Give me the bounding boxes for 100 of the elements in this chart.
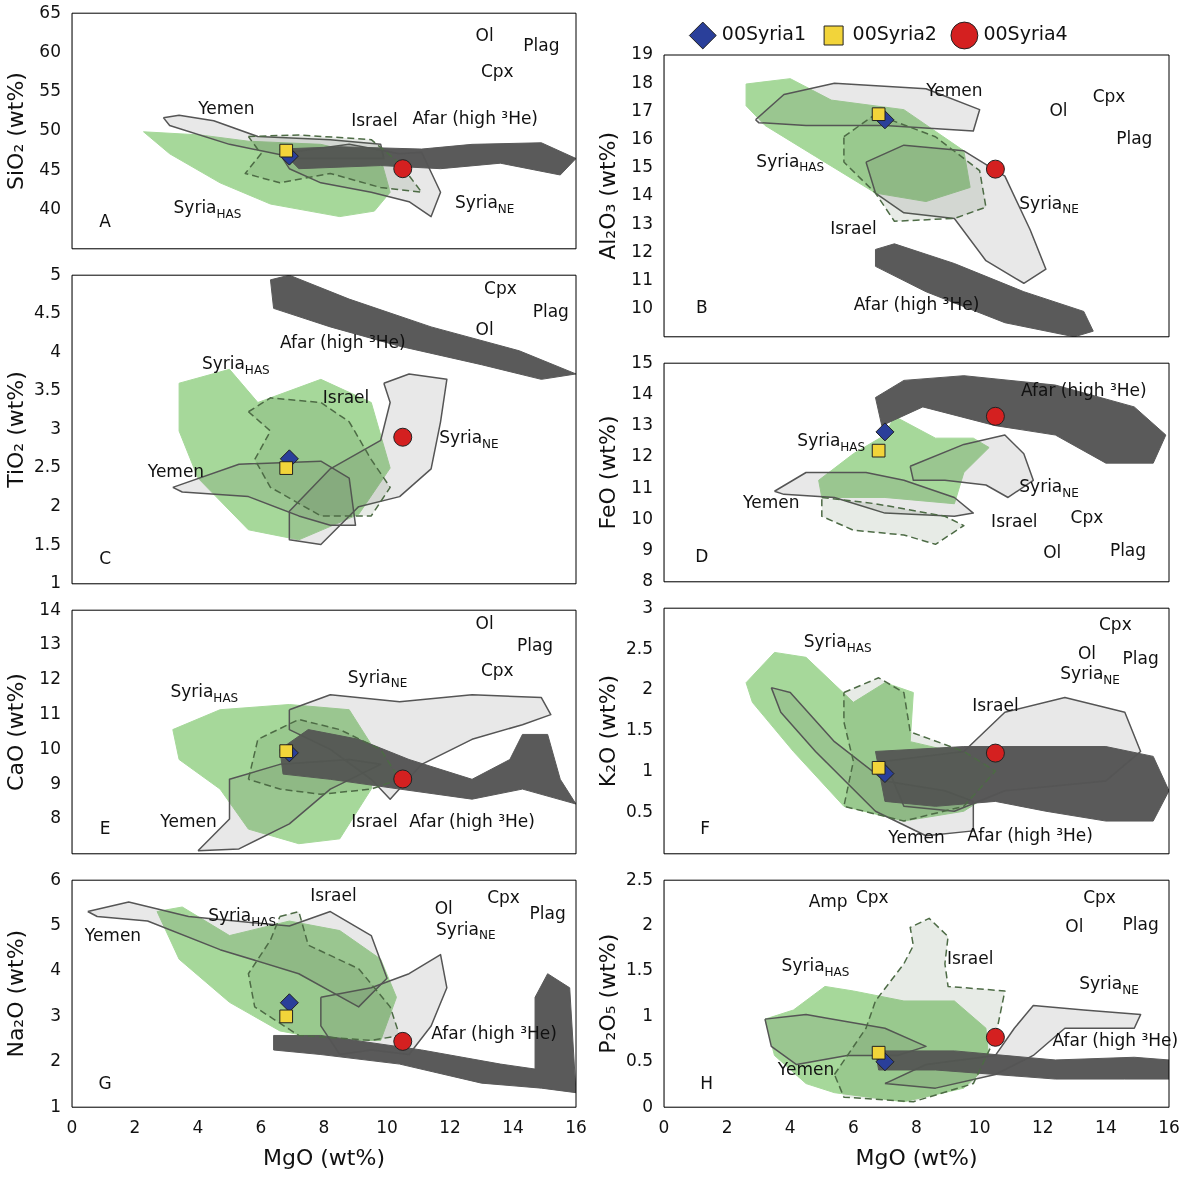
point <box>279 461 294 475</box>
y-tick-label: 55 <box>39 80 61 101</box>
annotation: Cpx <box>487 886 520 907</box>
annotation: Cpx <box>855 886 889 907</box>
annotation: Cpx <box>1083 886 1116 907</box>
annotation: Plag <box>532 300 569 321</box>
y-tick-label: 0.5 <box>625 1050 653 1071</box>
annotation: Yemen <box>776 1059 835 1080</box>
annotation: Ol <box>1049 99 1068 120</box>
x-tick-label: 12 <box>439 1116 461 1137</box>
x-tick-label: 0 <box>658 1116 670 1137</box>
x-tick-label: 16 <box>565 1116 587 1137</box>
y-tick-label: 10 <box>631 507 653 528</box>
annotation: Afar (high ³He) <box>409 810 535 831</box>
y-tick-label: 1 <box>50 572 61 593</box>
point <box>279 1009 294 1024</box>
y-tick-label: 2.5 <box>625 637 653 658</box>
x-tick-label: 10 <box>376 1116 398 1137</box>
y-tick-label: 65 <box>39 1 61 22</box>
x-tick-label: 4 <box>784 1116 796 1137</box>
point <box>985 743 1005 763</box>
legend-label: 00Syria4 <box>983 22 1068 45</box>
point <box>875 422 895 442</box>
y-tick-label: 5 <box>50 263 61 284</box>
y-axis-title: SiO₂ (wt%) <box>2 72 28 190</box>
annotation: Ol <box>475 25 494 46</box>
y-axis-title: FeO (wt%) <box>594 415 620 530</box>
annotation: Israel <box>351 810 398 831</box>
x-tick-label: 8 <box>911 1116 922 1137</box>
point <box>279 143 294 158</box>
y-tick-label: 4 <box>50 959 61 980</box>
y-tick-label: 40 <box>39 197 61 218</box>
y-tick-label: 1.5 <box>33 533 61 554</box>
point <box>393 1031 413 1051</box>
y-tick-label: 0.5 <box>625 801 653 822</box>
point <box>393 427 413 447</box>
x-tick-label: 6 <box>847 1116 859 1137</box>
annotation: Afar (high ³He) <box>412 107 539 128</box>
x-tick-label: 10 <box>968 1116 991 1137</box>
y-tick-label: 1 <box>642 760 653 781</box>
point <box>279 744 294 758</box>
annotation: E <box>99 817 111 838</box>
y-tick-label: 18 <box>631 71 653 92</box>
y-tick-label: 19 <box>631 43 653 64</box>
point <box>393 769 413 789</box>
point <box>985 159 1005 179</box>
x-tick-label: 6 <box>255 1116 267 1137</box>
y-axis-title: K₂O (wt%) <box>594 674 620 788</box>
annotation: Ol <box>475 613 494 634</box>
point <box>871 760 886 775</box>
y-tick-label: 3 <box>50 1004 61 1025</box>
annotation: Plag <box>516 635 554 656</box>
x-tick-label: 2 <box>129 1116 141 1137</box>
annotation: Plag <box>1122 914 1159 935</box>
annotation: Plag <box>1122 648 1159 669</box>
x-tick-label: 16 <box>1158 1116 1180 1137</box>
y-tick-label: 10 <box>39 737 61 758</box>
point <box>871 107 886 122</box>
x-tick-label: 4 <box>192 1116 204 1137</box>
annotation: Ol <box>434 898 453 919</box>
annotation: Plag <box>523 34 560 55</box>
y-tick-label: 2.5 <box>625 868 653 889</box>
annotation: Yemen <box>925 80 983 101</box>
x-axis-title: MgO (wt%) <box>855 1144 978 1170</box>
y-tick-label: 50 <box>39 119 61 140</box>
annotation: Cpx <box>480 659 514 680</box>
x-tick-label: 14 <box>502 1116 524 1137</box>
annotation: Israel <box>351 110 398 130</box>
annotation: Yemen <box>83 925 142 946</box>
x-tick-label: 12 <box>1031 1116 1054 1137</box>
x-tick-label: 8 <box>318 1116 330 1137</box>
y-tick-label: 6 <box>50 868 61 889</box>
annotation: Plag <box>1109 539 1147 560</box>
y-tick-label: 14 <box>631 382 653 403</box>
y-tick-label: 5 <box>50 914 61 935</box>
y-tick-label: 1 <box>50 1095 61 1116</box>
y-axis-title: TiO₂ (wt%) <box>2 371 28 489</box>
y-tick-label: 9 <box>642 538 653 559</box>
annotation: Israel <box>991 511 1038 532</box>
y-axis-title: Al₂O₃ (wt%) <box>594 131 620 260</box>
y-tick-label: 2 <box>642 678 653 699</box>
y-tick-label: 4.5 <box>33 302 61 323</box>
annotation: Yemen <box>159 810 217 831</box>
y-tick-label: 1.5 <box>625 959 653 980</box>
y-tick-label: 3 <box>642 596 653 617</box>
x-tick-label: 14 <box>1095 1116 1117 1137</box>
annotation: D <box>695 546 709 567</box>
annotation: B <box>696 297 708 318</box>
annotation: C <box>99 547 112 568</box>
annotation: Yemen <box>742 491 800 512</box>
point <box>985 406 1005 426</box>
y-tick-label: 2 <box>642 914 653 935</box>
y-axis-title: Na₂O (wt%) <box>2 929 28 1058</box>
y-tick-label: 1 <box>642 1004 653 1025</box>
annotation: Yemen <box>197 98 255 119</box>
y-tick-label: 13 <box>39 633 61 654</box>
annotation: A <box>99 211 112 232</box>
annotation: Israel <box>310 884 357 905</box>
annotation: Afar (high ³He) <box>1052 1029 1179 1050</box>
annotation: G <box>98 1072 112 1093</box>
